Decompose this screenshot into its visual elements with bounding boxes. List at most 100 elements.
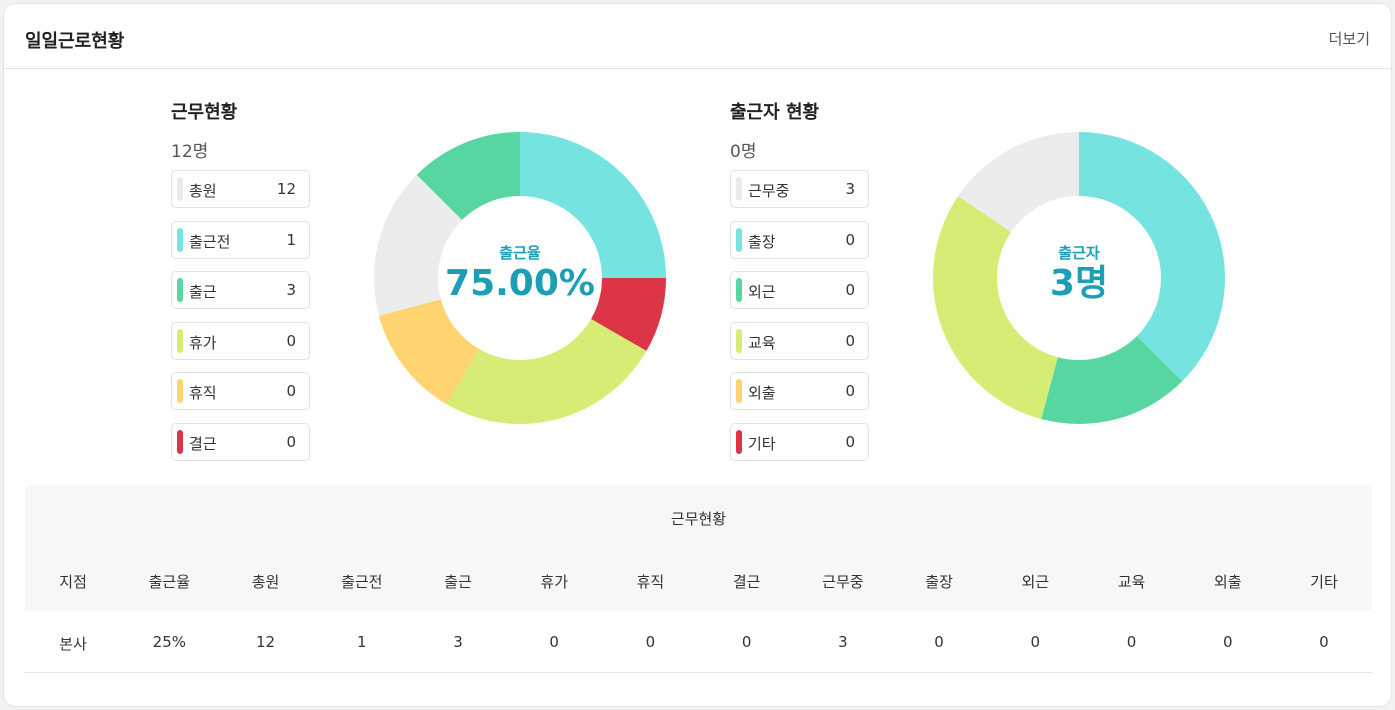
- table-caption: 근무현황: [670, 510, 727, 528]
- table-cell: 0: [1222, 633, 1233, 651]
- commuter-status-title: 출근자 현황: [730, 102, 820, 123]
- table-cell: 0: [934, 633, 944, 651]
- table-header-row: 지점 출근율 총원 출근전 출근 휴가 휴직 결근 근무중 출장 외근 교육 외출 기타: [25, 571, 1372, 592]
- commuter-value: 3명: [1049, 263, 1109, 304]
- commuter-status-legend: 근무중 3 출장 0 외근 0 교육 0 외출 0 기타 0: [730, 170, 869, 473]
- legend-value: 12: [276, 180, 296, 198]
- card-header: 일일근로현황 더보기: [4, 4, 1391, 69]
- table-row: 본사 25% 12 1 3 0 0 0 3 0 0 0 0 0: [25, 610, 1372, 673]
- legend-label: 출근: [189, 283, 217, 301]
- table-header-cell: 출근율: [148, 573, 191, 591]
- legend-label: 총원: [189, 182, 217, 200]
- donut-slice: [416, 132, 520, 221]
- legend-value: 0: [845, 331, 855, 350]
- donut-slice: [520, 132, 666, 278]
- table-header-cell: 출근전: [341, 573, 383, 591]
- legend-value: 0: [845, 230, 855, 249]
- table-header-cell: 총원: [251, 573, 280, 591]
- donut-slice: [591, 278, 666, 351]
- table-cell: 0: [1126, 633, 1137, 651]
- legend-color-bar: [177, 177, 183, 201]
- card-title: 일일근로현황: [25, 31, 125, 52]
- legend-item: 휴직 0: [171, 372, 310, 410]
- table-header: 근무현황 지점 출근율 총원 출근전 출근 휴가 휴직 결근 근무중 출장 외근 교육 외출 기타: [25, 485, 1372, 610]
- daily-work-status-card: 일일근로현황 더보기 근무현황 12명 총원 12 출근전 1 출근 3 휴가 0 휴직 0 결근 0…: [3, 3, 1392, 707]
- table-header-cell: 기타: [1310, 573, 1338, 591]
- legend-label: 외출: [748, 384, 776, 402]
- legend-color-bar: [736, 429, 742, 454]
- table-cell: 본사: [59, 635, 87, 653]
- legend-item: 출근전 1: [171, 220, 310, 259]
- table-cell: 3: [838, 633, 848, 651]
- legend-label: 출근전: [189, 232, 231, 251]
- legend-item: 교육 0: [730, 321, 869, 360]
- work-status-legend: 총원 12 출근전 1 출근 3 휴가 0 휴직 0 결근 0: [171, 170, 310, 473]
- legend-item: 결근 0: [171, 422, 310, 461]
- legend-value: 3: [845, 180, 855, 198]
- table-header-cell: 출근: [444, 573, 472, 591]
- donut-slice: [933, 196, 1058, 420]
- more-link[interactable]: 더보기: [1328, 30, 1370, 48]
- table-cell: 0: [549, 633, 559, 651]
- legend-label: 휴직: [189, 384, 217, 402]
- attendance-rate-value: 75.00%: [445, 263, 595, 304]
- legend-label: 교육: [748, 333, 776, 352]
- legend-color-bar: [736, 177, 742, 201]
- legend-color-bar: [736, 328, 742, 353]
- donut-slice: [378, 299, 480, 405]
- donut-slice: [447, 318, 647, 424]
- legend-item: 근무중 3: [730, 170, 869, 208]
- table-cell: 0: [1030, 633, 1041, 651]
- legend-color-bar: [177, 379, 183, 403]
- work-status-title: 근무현황: [171, 102, 238, 123]
- legend-label: 결근: [189, 434, 217, 453]
- commuter-status-donut-chart: [933, 132, 1225, 424]
- work-status-donut-center: 출근율 75.00%: [373, 242, 667, 305]
- table-cell: 1: [356, 633, 367, 651]
- table-header-cell: 지점: [59, 573, 87, 591]
- donut-slice: [1079, 132, 1225, 382]
- legend-value: 1: [286, 230, 296, 249]
- work-status-table: 근무현황 지점 출근율 총원 출근전 출근 휴가 휴직 결근 근무중 출장 외근 교육 외출 기타 본사 2…: [25, 485, 1372, 673]
- legend-item: 휴가 0: [171, 321, 310, 360]
- table-cell: 25%: [152, 633, 186, 651]
- legend-label: 외근: [748, 283, 776, 301]
- legend-label: 휴가: [189, 333, 217, 352]
- legend-color-bar: [177, 328, 183, 353]
- legend-value: 0: [286, 432, 296, 451]
- legend-item: 외근 0: [730, 271, 869, 309]
- table-header-cell: 결근: [732, 573, 761, 591]
- legend-color-bar: [736, 227, 742, 252]
- commuter-donut-center: 출근자 3명: [932, 242, 1226, 305]
- table-header-cell: 휴직: [636, 573, 665, 591]
- legend-color-bar: [736, 278, 742, 302]
- work-status-donut-chart: [374, 132, 666, 424]
- legend-label: 기타: [748, 434, 776, 453]
- legend-value: 0: [845, 281, 855, 299]
- table-header-cell: 교육: [1117, 573, 1146, 591]
- work-status-count: 12명: [171, 142, 209, 162]
- legend-value: 0: [845, 382, 855, 400]
- legend-item: 출장 0: [730, 220, 869, 259]
- legend-item: 기타 0: [730, 422, 869, 461]
- legend-value: 0: [286, 382, 296, 400]
- legend-item: 출근 3: [171, 271, 310, 309]
- legend-color-bar: [736, 379, 742, 403]
- table-header-cell: 휴가: [540, 573, 568, 591]
- table-header-cell: 외근: [1021, 573, 1050, 591]
- donut-slice: [374, 174, 463, 316]
- legend-value: 3: [286, 281, 296, 299]
- table-cell: 0: [741, 633, 752, 651]
- table-row-cells: 본사 25% 12 1 3 0 0 0 3 0 0 0 0 0: [25, 633, 1372, 654]
- legend-value: 0: [286, 331, 296, 350]
- table-cell: 0: [645, 633, 656, 651]
- table-header-cell: 외출: [1213, 573, 1242, 591]
- table-cell: 12: [256, 633, 276, 651]
- legend-item: 외출 0: [730, 372, 869, 410]
- legend-label: 출장: [748, 232, 776, 251]
- legend-value: 0: [845, 432, 855, 451]
- donut-slice: [958, 132, 1079, 233]
- legend-color-bar: [177, 227, 183, 252]
- legend-item: 총원 12: [171, 170, 310, 208]
- donut-slice: [1041, 335, 1183, 424]
